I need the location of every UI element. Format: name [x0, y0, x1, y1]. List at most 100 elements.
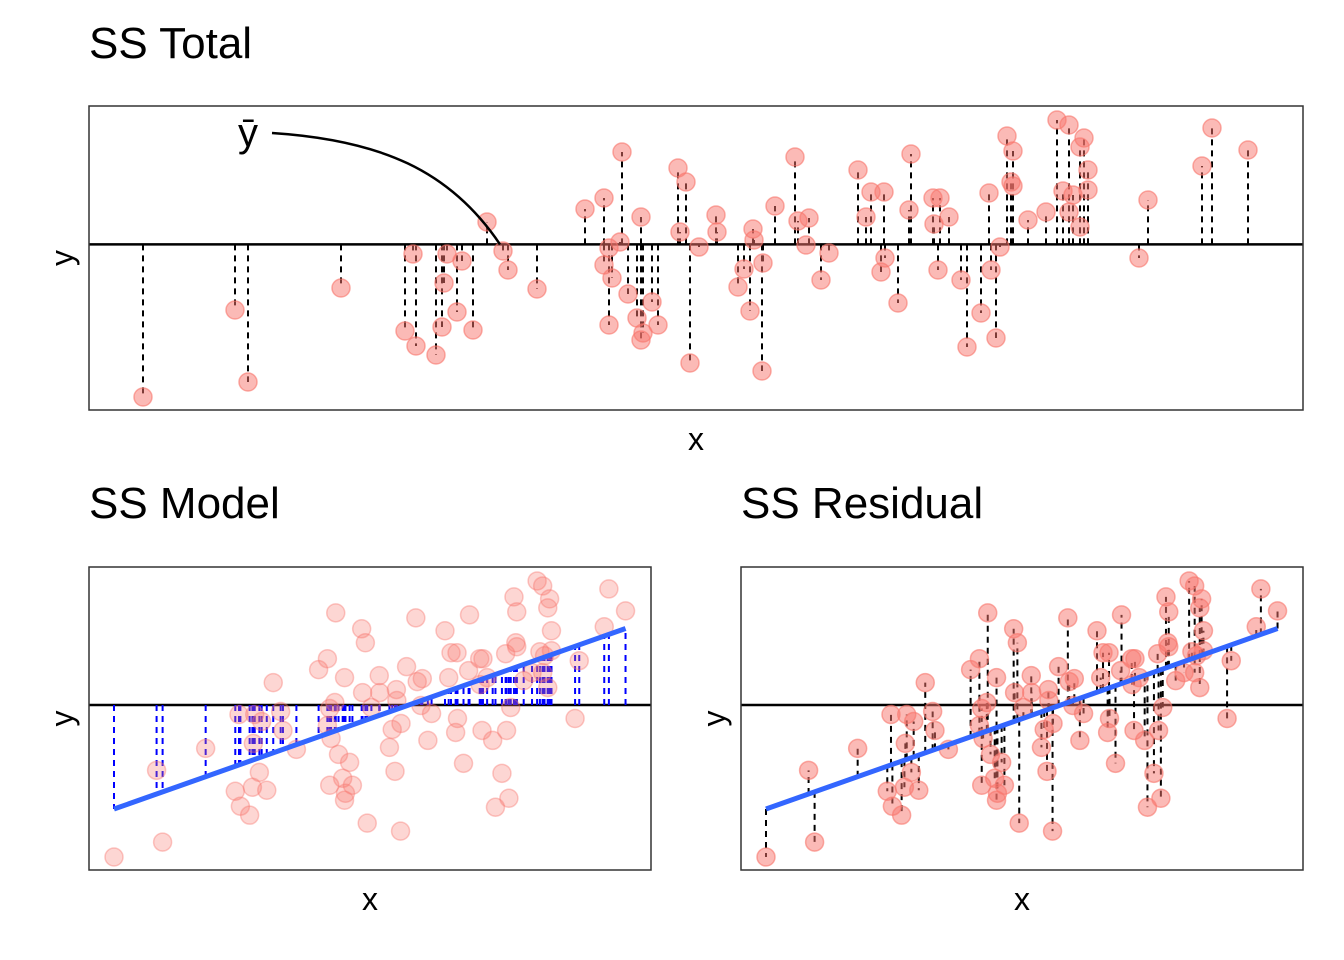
- point: [249, 762, 270, 783]
- point: [1138, 190, 1158, 210]
- point: [848, 160, 868, 180]
- point: [728, 277, 748, 297]
- point: [1070, 730, 1090, 751]
- point: [1048, 656, 1069, 677]
- point: [447, 708, 468, 729]
- panel-frame: [740, 566, 1304, 871]
- point: [1073, 703, 1094, 724]
- point: [1064, 668, 1085, 689]
- point: [539, 589, 560, 609]
- point: [1110, 660, 1131, 681]
- point: [1148, 720, 1169, 741]
- point: [994, 775, 1015, 796]
- point: [969, 648, 990, 669]
- point: [1074, 128, 1094, 148]
- point: [257, 780, 277, 801]
- point: [493, 241, 513, 261]
- point: [195, 738, 216, 759]
- point: [1192, 156, 1212, 176]
- point: [369, 682, 390, 703]
- x-axis-label: x: [362, 881, 378, 917]
- point: [986, 328, 1006, 348]
- point: [334, 790, 355, 810]
- point: [351, 619, 372, 639]
- point: [513, 670, 534, 691]
- point: [469, 648, 490, 669]
- point: [1099, 642, 1119, 663]
- point: [798, 760, 819, 781]
- point: [1009, 813, 1029, 833]
- point: [1238, 140, 1258, 160]
- point: [1018, 210, 1038, 230]
- point: [418, 730, 438, 751]
- point: [458, 660, 479, 681]
- point: [901, 762, 922, 783]
- point: [752, 361, 772, 381]
- y-axis-label: y: [696, 711, 732, 727]
- point: [706, 205, 726, 225]
- point: [1105, 753, 1126, 774]
- point: [977, 603, 998, 623]
- point: [438, 667, 459, 688]
- point: [971, 303, 991, 323]
- point: [680, 353, 700, 373]
- point: [335, 783, 356, 804]
- point: [565, 708, 585, 729]
- point: [352, 682, 373, 703]
- point: [811, 270, 831, 290]
- point: [610, 232, 630, 252]
- point: [1036, 202, 1056, 222]
- point: [744, 230, 764, 250]
- point: [382, 719, 402, 740]
- point: [642, 292, 662, 312]
- point: [1090, 667, 1111, 688]
- point: [538, 598, 558, 618]
- point: [901, 144, 921, 164]
- point: [325, 603, 346, 623]
- point: [734, 259, 754, 279]
- point: [504, 587, 524, 607]
- point: [339, 752, 360, 773]
- point: [986, 667, 1007, 688]
- point: [538, 677, 558, 698]
- point: [756, 847, 776, 867]
- point: [334, 667, 355, 688]
- point: [243, 733, 264, 754]
- point: [379, 737, 400, 758]
- panel-title: SS Model: [89, 479, 280, 528]
- point: [599, 315, 619, 335]
- point: [447, 302, 467, 322]
- point: [1058, 608, 1078, 628]
- point: [1007, 633, 1028, 653]
- point: [1151, 788, 1171, 808]
- point: [459, 605, 480, 625]
- point: [386, 679, 407, 700]
- point: [492, 763, 512, 784]
- point: [473, 648, 493, 669]
- panel-frame: [88, 105, 1304, 411]
- point: [385, 761, 405, 782]
- point: [133, 387, 153, 407]
- point: [1129, 248, 1149, 268]
- point: [990, 237, 1010, 257]
- point: [1152, 697, 1173, 718]
- point: [707, 222, 727, 242]
- point: [915, 672, 935, 693]
- point: [1003, 176, 1023, 196]
- point: [319, 775, 340, 796]
- point: [569, 650, 589, 671]
- point: [1221, 650, 1241, 671]
- point: [355, 633, 376, 653]
- point: [308, 659, 329, 680]
- point: [922, 701, 943, 722]
- point: [928, 260, 948, 280]
- point: [977, 692, 997, 713]
- point: [1042, 821, 1063, 841]
- panel-title: SS Total: [89, 19, 252, 68]
- point: [1144, 763, 1164, 784]
- point: [740, 301, 760, 321]
- point: [369, 665, 390, 686]
- point: [1043, 713, 1063, 734]
- point: [1070, 217, 1090, 237]
- point: [631, 207, 651, 227]
